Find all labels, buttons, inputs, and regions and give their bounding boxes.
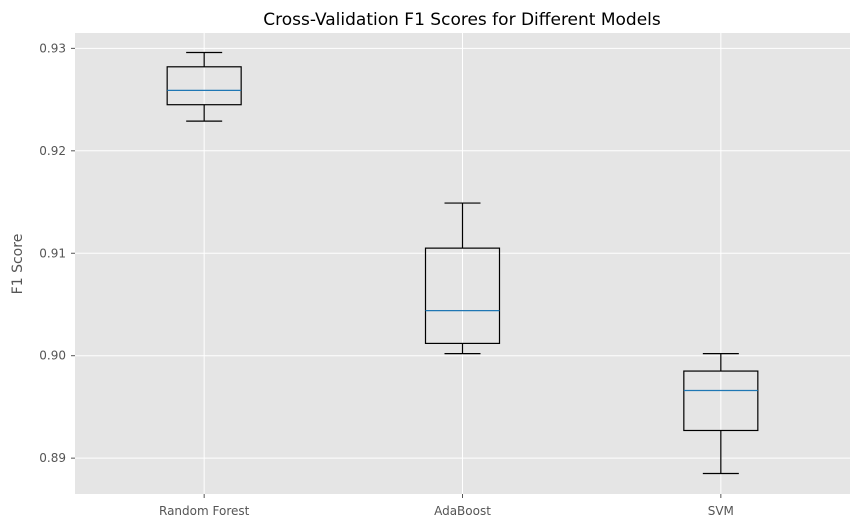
- box-adaboost: [424, 202, 501, 355]
- y-tick-label: 0.92: [39, 144, 66, 158]
- x-tick-label: Random Forest: [159, 504, 250, 518]
- y-tick-label: 0.91: [39, 246, 66, 260]
- grid-lines: [75, 33, 850, 494]
- x-tick-label: AdaBoost: [434, 504, 491, 518]
- x-tick-labels: Random Forest AdaBoost SVM: [159, 494, 734, 518]
- box-random-forest: [166, 51, 242, 122]
- iqr-box: [166, 66, 242, 106]
- y-tick-label: 0.93: [39, 41, 66, 55]
- chart-title: Cross-Validation F1 Scores for Different…: [263, 10, 661, 30]
- y-tick-labels: 0.89 0.90 0.91 0.92 0.93: [39, 41, 75, 465]
- iqr-box: [683, 370, 759, 432]
- boxes: [166, 51, 759, 475]
- y-tick-label: 0.90: [39, 349, 66, 363]
- y-tick-label: 0.89: [39, 451, 66, 465]
- box-svm: [683, 353, 759, 475]
- y-axis-label: F1 Score: [10, 234, 26, 295]
- iqr-box: [424, 247, 501, 345]
- x-tick-label: SVM: [708, 504, 734, 518]
